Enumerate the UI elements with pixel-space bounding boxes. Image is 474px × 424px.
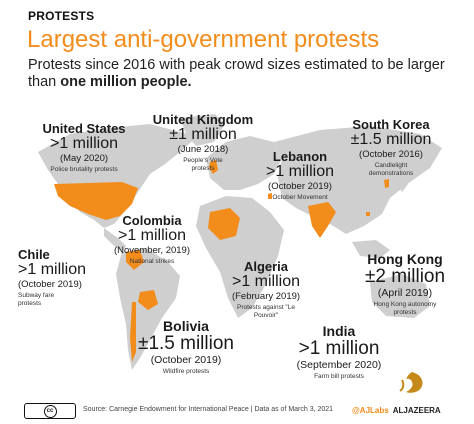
footer-brand: @AJLabs ALJAZEERA [352,406,441,415]
protest-date: (April 2019) [377,287,433,299]
crowd-size: >1 million [18,261,87,278]
protest-date: (October 2019) [150,354,222,366]
source-note: Source: Carnegie Endowment for Internati… [83,406,334,413]
protest-label-south-korea: South Korea ±1.5 million (October 2016) … [336,118,446,178]
protest-description: Hong Kong autonomy protests [373,300,437,316]
protest-label-algeria: Algeria >1 million (February 2019) Prote… [222,260,310,320]
protest-description: Wildfire protests [162,367,210,375]
protest-description: People's Vote protests [183,156,223,172]
algeria-highlight [208,208,240,240]
bolivia-highlight [138,290,158,310]
protest-description: Police brutality protests [50,165,118,173]
protest-date: (September 2020) [296,359,382,371]
protest-date: (October 2019) [268,181,332,192]
southeast-asia-shape [352,240,390,258]
footer: cc Source: Carnegie Endowment for Intern… [0,396,474,424]
subtitle: Protests since 2016 with peak crowd size… [28,57,448,91]
protest-label-hong-kong: Hong Kong ±2 million (April 2019) Hong K… [350,252,460,317]
crowd-size: >1 million [298,338,380,359]
crowd-size: >1 million [231,273,301,290]
crowd-size: ±1.5 million [350,131,432,148]
country-name: Hong Kong [367,251,443,267]
colombia-highlight [126,250,144,270]
ajlabs-handle: @AJLabs [352,406,389,415]
chile-highlight [130,302,136,362]
greenland-shape [180,114,225,146]
united-kingdom-highlight [209,160,218,174]
country-name: Lebanon [272,149,328,164]
protest-description: Farm bill protests [314,372,364,380]
country-name: Algeria [243,259,289,274]
crowd-size: >1 million [117,227,187,244]
highlighted-countries [54,160,389,362]
protest-label-india: India >1 million (September 2020) Farm b… [290,324,388,381]
country-name: Chile [18,247,50,262]
protest-date: (May 2020) [59,153,109,164]
central-america-shape [104,228,126,252]
protest-label-united-kingdom: United Kingdom ±1 million (June 2018) Pe… [148,113,258,173]
protest-description: Protests against "Le Pouvoir" [237,303,295,319]
subtitle-bold: one million people. [60,74,192,90]
world-map [38,114,442,370]
country-name: Bolivia [163,318,209,334]
hong-kong-highlight [366,212,370,216]
country-name: United States [42,121,126,136]
protest-label-lebanon: Lebanon >1 million (October 2019) Octobe… [258,150,342,202]
united-states-highlight [54,182,138,220]
protest-description: Subway fare protests [18,291,55,307]
japan-shape [398,170,408,192]
country-name: South Korea [352,117,430,132]
crowd-size: >1 million [49,135,119,152]
subtitle-text: Protests since 2016 with peak crowd size… [28,57,445,90]
country-name: United Kingdom [152,112,254,127]
protest-description: Candlelight demonstrations [368,161,414,177]
crowd-size: ±2 million [364,266,446,287]
protest-label-united-states: United States >1 million (May 2020) Poli… [34,122,134,174]
crowd-size: ±1.5 million [138,333,234,354]
australia-shape [370,274,430,318]
creative-commons-icon: cc [24,403,76,419]
protest-label-colombia: Colombia >1 million (November, 2019) Nat… [104,214,200,266]
protest-description: National strikes [129,257,175,265]
protest-date: (October 2016) [359,149,423,160]
protest-description: October Movement [272,193,328,201]
protest-date: (October 2019) [18,279,82,290]
protest-date: (February 2019) [231,291,301,302]
protest-label-bolivia: Bolivia ±1.5 million (October 2019) Wild… [136,319,236,376]
brand-name: ALJAZEERA [392,406,441,415]
india-highlight [308,202,336,238]
kicker: PROTESTS [28,9,95,23]
protest-date: (June 2018) [177,144,229,155]
south-korea-highlight [384,179,389,188]
europe-shape [206,136,282,190]
crowd-size: >1 million [265,163,335,180]
country-name: Colombia [122,213,182,228]
lebanon-highlight [268,193,272,199]
cc-badge: cc [43,404,57,418]
protest-date: (November, 2019) [113,245,191,256]
protest-label-chile: Chile >1 million (October 2019) Subway f… [18,248,102,308]
country-name: India [322,323,356,339]
al-jazeera-logo-icon [399,372,423,393]
page-title: Largest anti-government protests [27,26,380,53]
crowd-size: ±1 million [169,126,237,143]
